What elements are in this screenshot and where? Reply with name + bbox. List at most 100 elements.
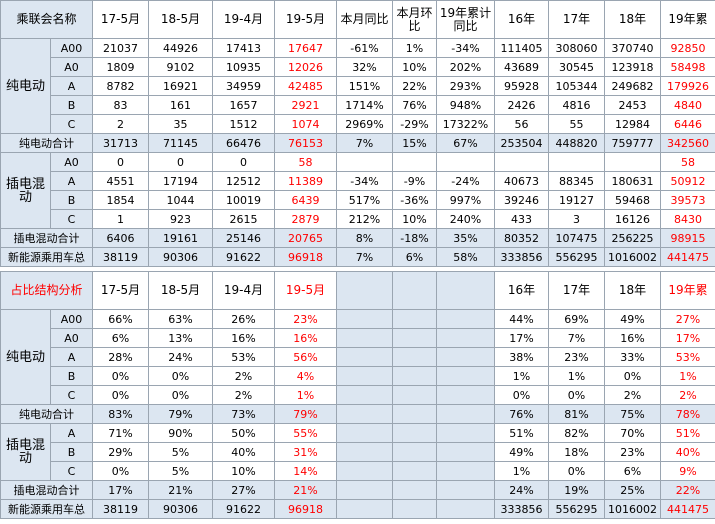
value-cell: 6%	[392, 247, 438, 267]
row-label: C	[49, 461, 94, 481]
value-cell: 90306	[148, 247, 214, 267]
column-header: 19年累	[660, 0, 715, 39]
value-cell	[392, 442, 438, 462]
value-cell	[436, 499, 496, 519]
value-cell: 90%	[148, 423, 214, 443]
value-cell: 16%	[604, 328, 662, 348]
value-cell: 55%	[274, 423, 338, 443]
value-cell: 17%	[92, 480, 150, 500]
value-cell: 4840	[660, 95, 715, 115]
total-row: 纯电动合计 31713 71145 66476 76153 7% 15% 67% 253504 4…	[0, 133, 715, 153]
value-cell: -34%	[336, 171, 394, 191]
value-cell: 71%	[92, 423, 150, 443]
value-cell: 1512	[212, 114, 276, 134]
value-cell: 43689	[494, 57, 550, 77]
value-cell: 58	[274, 152, 338, 172]
value-cell: 58498	[660, 57, 715, 77]
value-cell: 293%	[436, 76, 496, 96]
value-cell: 12026	[274, 57, 338, 77]
value-cell: 256225	[604, 228, 662, 248]
value-cell: 24%	[494, 480, 550, 500]
value-cell: 66476	[212, 133, 276, 153]
value-cell: 249682	[604, 76, 662, 96]
value-cell	[392, 480, 438, 500]
data-row: C 0% 0% 2% 1% 0% 0% 2% 2%	[1, 385, 715, 405]
total-label: 纯电动合计	[0, 133, 94, 153]
value-cell: 8%	[336, 228, 394, 248]
value-cell: -36%	[392, 190, 438, 210]
value-cell: 0%	[92, 366, 150, 386]
value-cell: 6439	[274, 190, 338, 210]
value-cell: 180631	[604, 171, 662, 191]
data-row: A0 6% 13% 16% 16% 17% 7% 16% 17%	[1, 328, 715, 348]
value-cell: 253504	[494, 133, 550, 153]
column-header: 19-4月	[212, 0, 276, 39]
value-cell: 16%	[274, 328, 338, 348]
value-cell: 95928	[494, 76, 550, 96]
value-cell: 51%	[660, 423, 715, 443]
value-cell: 333856	[494, 247, 550, 267]
value-cell	[336, 328, 394, 348]
value-cell: 448820	[548, 133, 606, 153]
value-cell: 6%	[92, 328, 150, 348]
value-cell: 2%	[212, 385, 276, 405]
value-cell: 51%	[494, 423, 550, 443]
value-cell: 53%	[660, 347, 715, 367]
value-cell: 38119	[92, 247, 150, 267]
row-label: A0	[49, 328, 94, 348]
value-cell: 13%	[148, 328, 214, 348]
value-cell: 75%	[604, 404, 662, 424]
value-cell: 0	[92, 152, 150, 172]
value-cell: 76153	[274, 133, 338, 153]
value-cell: 12512	[212, 171, 276, 191]
column-header: 18年	[604, 271, 662, 310]
value-cell: 16%	[212, 328, 276, 348]
value-cell: 90306	[148, 499, 214, 519]
value-cell: 40673	[494, 171, 550, 191]
value-cell: 23%	[274, 309, 338, 329]
value-cell: 2%	[212, 366, 276, 386]
value-cell	[436, 404, 496, 424]
column-header: 19-4月	[212, 271, 276, 310]
value-cell: 0	[212, 152, 276, 172]
value-cell: 40%	[212, 442, 276, 462]
value-cell: 1	[92, 209, 150, 229]
value-cell: 25%	[604, 480, 662, 500]
value-cell: -24%	[436, 171, 496, 191]
table-title: 占比结构分析	[0, 271, 94, 310]
data-row: 插电混动 A0 0 0 0 58 58	[0, 152, 715, 229]
value-cell: 997%	[436, 190, 496, 210]
value-cell: 1714%	[336, 95, 394, 115]
value-cell: 19127	[548, 190, 606, 210]
value-cell: 55	[548, 114, 606, 134]
row-label: C	[49, 209, 94, 229]
value-cell	[436, 442, 496, 462]
value-cell: 96918	[274, 247, 338, 267]
value-cell: 22%	[392, 76, 438, 96]
row-label: C	[49, 114, 94, 134]
sales-table: 乘联会名称 17-5月 18-5月 19-4月 19-5月 本月同比 本月环比 19年累计同比…	[0, 0, 715, 267]
value-cell: 21037	[92, 38, 150, 58]
value-cell	[392, 385, 438, 405]
value-cell: 10935	[212, 57, 276, 77]
row-label: C	[49, 385, 94, 405]
value-cell: 342560	[660, 133, 715, 153]
value-cell	[392, 366, 438, 386]
total-row: 新能源乘用车总 38119 90306 91622 96918 7% 6% 58% 333856…	[0, 247, 715, 267]
value-cell: 56	[494, 114, 550, 134]
value-cell	[392, 328, 438, 348]
data-row: C 0% 5% 10% 14% 1% 0% 6% 9%	[1, 461, 715, 481]
column-header: 18-5月	[148, 271, 214, 310]
header-row: 占比结构分析 17-5月 18-5月 19-4月 19-5月 16年 17年 18年 19年累	[0, 271, 715, 310]
value-cell: 17322%	[436, 114, 496, 134]
value-cell: 58%	[436, 247, 496, 267]
value-cell: 35	[148, 114, 214, 134]
value-cell	[336, 499, 394, 519]
value-cell	[392, 347, 438, 367]
column-header: 16年	[494, 271, 550, 310]
value-cell	[336, 309, 394, 329]
value-cell: 9%	[660, 461, 715, 481]
value-cell: 1044	[148, 190, 214, 210]
value-cell: 53%	[212, 347, 276, 367]
value-cell: 39246	[494, 190, 550, 210]
